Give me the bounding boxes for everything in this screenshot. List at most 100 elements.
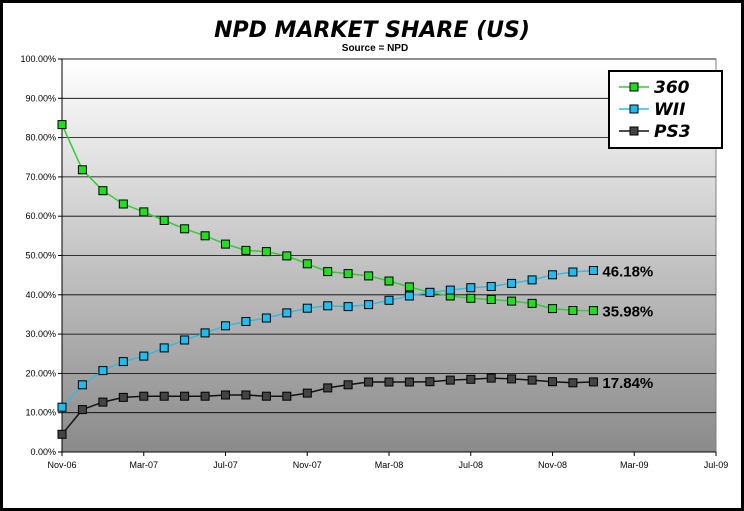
data-point [159,343,169,353]
data-point [588,306,598,316]
data-point [548,304,557,314]
data-point [343,302,353,312]
data-point [588,377,598,387]
data-point [323,267,333,277]
data-point [57,402,67,412]
data-point [527,298,537,308]
data-point [200,231,210,241]
end-label-ps3: 17.84% [602,375,653,392]
data-point [118,357,128,367]
data-point [77,165,87,175]
data-point [445,285,455,295]
data-point [139,391,149,401]
end-labels: 35.98% 46.18% 17.84% [602,264,653,392]
data-point [282,251,292,261]
data-point [77,405,87,415]
y-tick-label: 40.00% [25,290,56,300]
x-tick-label: Mar-07 [129,460,158,470]
data-point [507,296,517,306]
data-point [323,383,333,393]
y-tick-label: 30.00% [25,329,56,339]
chart-frame: NPD MARKET SHARE (US) Source = NPD 0.00%… [3,3,741,508]
data-point [588,266,598,275]
data-point [159,216,169,225]
legend-label: PS3 [654,122,691,142]
data-point [486,282,496,291]
data-point [404,282,414,292]
legend-marker [629,104,639,114]
data-point [241,317,251,326]
series-layer [57,120,598,439]
data-point [98,186,108,196]
data-point [282,308,292,318]
x-tick-label: Jul-08 [458,460,483,470]
data-point [466,283,476,293]
data-point [261,391,271,401]
data-point [527,375,537,385]
data-point [221,390,230,400]
data-point [139,351,149,361]
data-point [548,377,557,387]
y-tick-label: 0.00% [30,447,56,457]
legend-item-360: 360 [619,78,690,98]
data-point [425,287,435,297]
data-point [77,380,87,390]
data-point [180,391,190,401]
data-point [221,239,230,249]
x-tick-label: Jul-09 [704,460,729,470]
data-point [466,293,476,303]
data-point [486,373,496,383]
chart: NPD MARKET SHARE (US) Source = NPD 0.00%… [20,18,729,470]
x-tick-label: Nov-06 [47,460,76,470]
data-point [118,392,128,402]
legend-item-wii: WII [619,100,685,120]
chart-subtitle: Source = NPD [342,43,408,54]
data-point [486,295,496,304]
y-tick-label: 60.00% [25,211,56,221]
data-point [159,391,169,401]
data-point [364,271,374,281]
x-tick-label: Mar-09 [620,460,649,470]
data-point [302,388,312,398]
end-label-wii: 46.18% [602,264,653,281]
y-tick-label: 100.00% [20,54,56,64]
legend-marker [629,82,639,92]
x-tick-label: Nov-07 [293,460,322,470]
data-point [527,275,537,285]
data-point [200,391,210,401]
data-point [384,276,394,286]
y-tick-label: 80.00% [25,133,56,143]
data-point [323,301,333,311]
data-point [384,377,394,387]
data-point [261,247,271,257]
data-point [364,377,374,387]
grid-lines [62,58,716,414]
y-tick-label: 50.00% [25,251,56,261]
x-tick-label: Mar-08 [375,460,404,470]
chart-title: NPD MARKET SHARE (US) [214,18,530,43]
data-point [364,300,374,310]
data-point [57,429,67,439]
legend-item-ps3: PS3 [619,122,691,142]
data-point [180,224,190,234]
data-point [180,335,190,345]
data-point [507,278,517,288]
data-point [343,269,353,279]
data-point [404,291,414,301]
data-point [221,321,230,331]
data-point [241,245,251,255]
data-point [404,377,414,387]
data-point [261,313,271,323]
data-point [118,199,128,209]
data-point [302,303,312,313]
end-label-360: 35.98% [602,304,653,321]
x-tick-label: Jul-07 [213,460,238,470]
y-tick-label: 10.00% [25,408,56,418]
data-point [98,366,108,376]
legend-marker [629,126,639,136]
data-point [568,267,578,277]
data-point [548,270,557,280]
data-point [466,374,476,384]
data-point [445,375,455,385]
